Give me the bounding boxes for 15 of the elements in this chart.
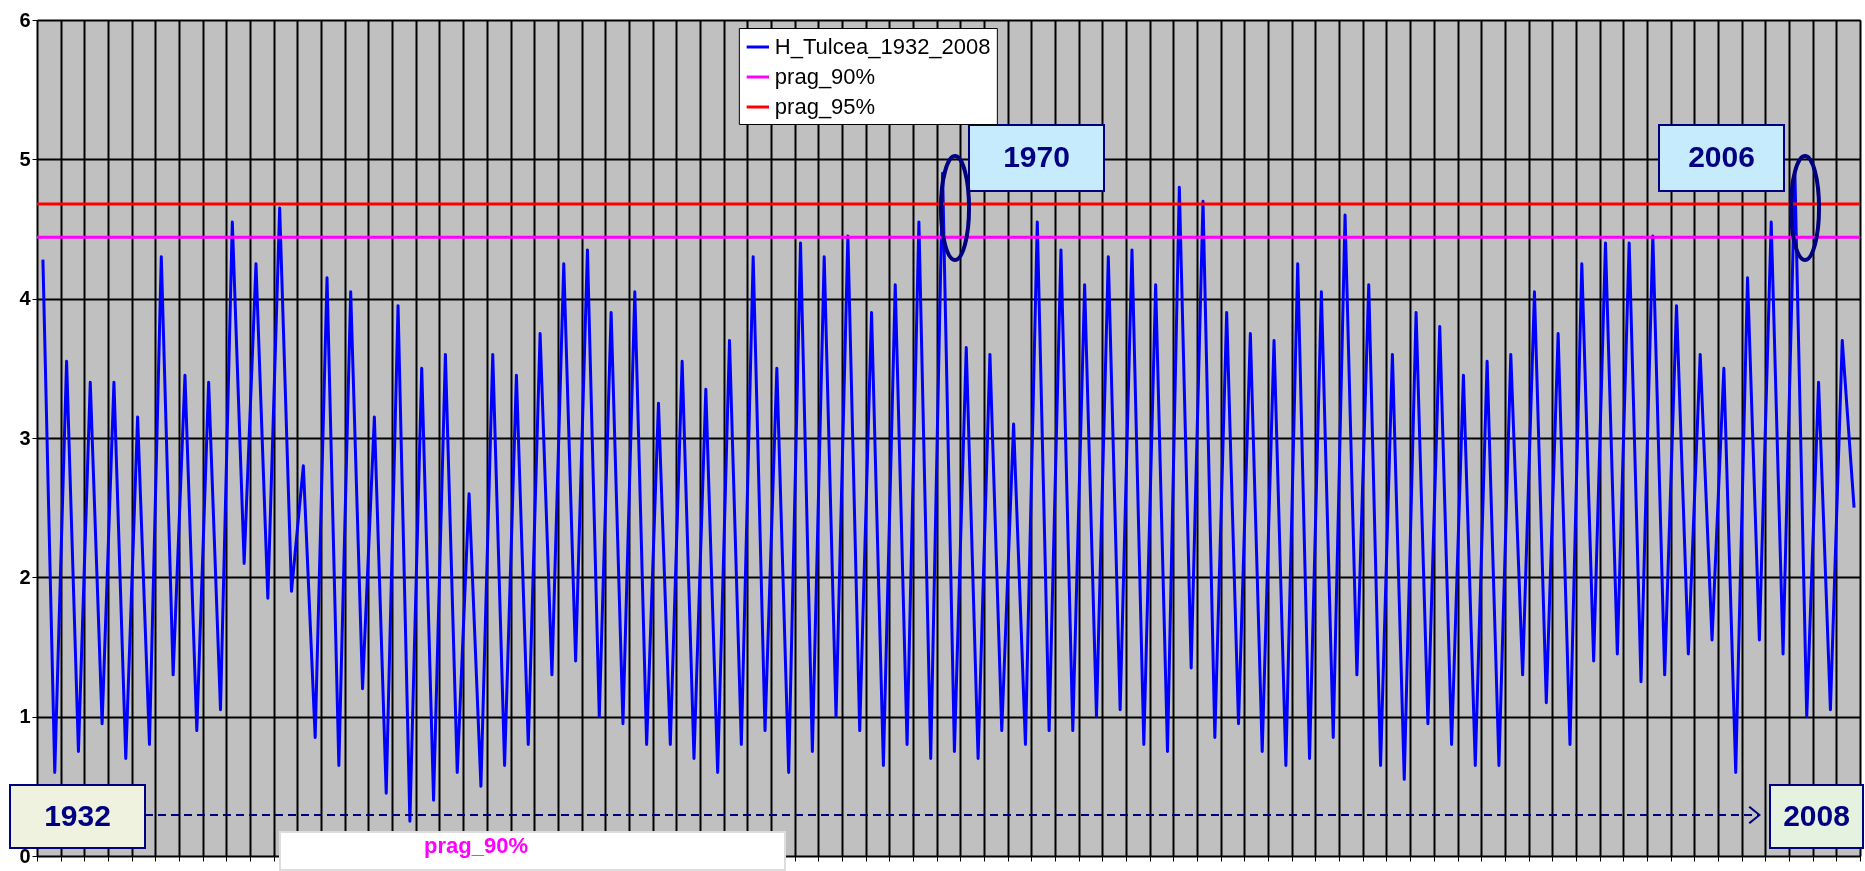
y-tick-label: 2 xyxy=(19,565,31,588)
y-tick-label: 0 xyxy=(19,844,31,867)
y-tick-label: 1 xyxy=(19,705,31,728)
annotation: 2006 xyxy=(1688,140,1755,173)
annotation: prag_90% xyxy=(424,833,528,858)
legend-label: prag_90% xyxy=(774,64,876,89)
y-tick-label: 4 xyxy=(19,287,32,310)
annotation: 1932 xyxy=(44,798,111,832)
y-tick-label: 3 xyxy=(19,426,31,449)
annotation: 2008 xyxy=(1783,798,1850,832)
y-tick-label: 5 xyxy=(19,147,31,170)
annotation: 1970 xyxy=(1003,140,1070,173)
legend-label: H_Tulcea_1932_2008 xyxy=(774,34,991,59)
legend-label: prag_95% xyxy=(774,94,876,119)
y-tick-label: 6 xyxy=(19,8,31,31)
